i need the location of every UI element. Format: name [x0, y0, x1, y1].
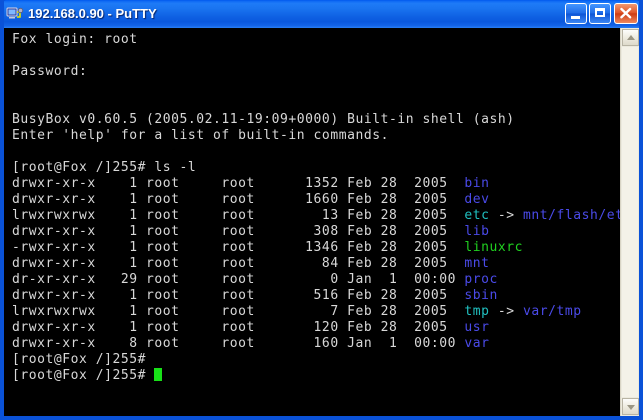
listing-meta: drwxr-xr-x 1 root root 1352 Feb 28 2005	[12, 176, 465, 191]
symlink-arrow: ->	[489, 304, 523, 319]
shell-command: ls -l	[154, 160, 197, 175]
title-bar[interactable]: 192.168.0.90 - PuTTY	[4, 0, 639, 28]
close-icon	[620, 7, 632, 19]
listing-meta: drwxr-xr-x 8 root root 160 Jan 1 00:00	[12, 336, 465, 351]
terminal-line: BusyBox v0.60.5 (2005.02.11-19:09+0000) …	[12, 112, 515, 127]
terminal-line	[12, 96, 620, 112]
symlink-target: mnt/flash/etc	[523, 208, 620, 223]
scrollbar-track[interactable]	[622, 47, 638, 397]
listing-name: etc	[464, 208, 490, 223]
terminal-line: Password:	[12, 64, 88, 79]
maximize-button[interactable]	[589, 3, 611, 24]
terminal-line: [root@Fox /]255#	[12, 368, 620, 384]
listing-name: mnt	[464, 256, 490, 271]
scroll-up-button[interactable]	[622, 29, 639, 46]
chevron-up-icon	[626, 34, 635, 40]
terminal-line: dr-xr-xr-x 29 root root 0 Jan 1 00:00 pr…	[12, 272, 620, 288]
listing-name: proc	[464, 272, 498, 287]
scroll-down-button[interactable]	[622, 398, 639, 415]
terminal-line: drwxr-xr-x 1 root root 516 Feb 28 2005 s…	[12, 288, 620, 304]
listing-meta: drwxr-xr-x 1 root root 516 Feb 28 2005	[12, 288, 465, 303]
terminal-cursor	[154, 368, 163, 381]
putty-icon	[6, 5, 24, 23]
listing-meta: drwxr-xr-x 1 root root 1660 Feb 28 2005	[12, 192, 465, 207]
listing-meta: dr-xr-xr-x 29 root root 0 Jan 1 00:00	[12, 272, 465, 287]
terminal-line: Fox login: root	[12, 32, 138, 47]
listing-name: dev	[464, 192, 490, 207]
terminal-line: lrwxrwxrwx 1 root root 7 Feb 28 2005 tmp…	[12, 304, 620, 320]
terminal-line	[12, 80, 620, 96]
terminal-line: drwxr-xr-x 1 root root 308 Feb 28 2005 l…	[12, 224, 620, 240]
listing-name: usr	[464, 320, 490, 335]
listing-meta: lrwxrwxrwx 1 root root 7 Feb 28 2005	[12, 304, 465, 319]
terminal-line: drwxr-xr-x 1 root root 1352 Feb 28 2005 …	[12, 176, 620, 192]
minimize-button[interactable]	[565, 3, 587, 24]
listing-meta: drwxr-xr-x 1 root root 120 Feb 28 2005	[12, 320, 465, 335]
terminal-output: Fox login: root Password: BusyBox v0.60.5 …	[12, 32, 620, 384]
terminal-line: [root@Fox /]255#	[12, 352, 620, 368]
terminal-line: lrwxrwxrwx 1 root root 13 Feb 28 2005 et…	[12, 208, 620, 224]
terminal-screen[interactable]: Fox login: root Password: BusyBox v0.60.5 …	[4, 28, 620, 416]
terminal-line: drwxr-xr-x 8 root root 160 Jan 1 00:00 v…	[12, 336, 620, 352]
terminal-line: Enter 'help' for a list of built-in comm…	[12, 128, 389, 143]
terminal-scrollbar[interactable]	[620, 28, 639, 416]
terminal-line: drwxr-xr-x 1 root root 120 Feb 28 2005 u…	[12, 320, 620, 336]
listing-meta: drwxr-xr-x 1 root root 84 Feb 28 2005	[12, 256, 465, 271]
symlink-arrow: ->	[489, 208, 523, 223]
terminal-line	[12, 48, 620, 64]
symlink-target: var/tmp	[523, 304, 582, 319]
terminal-line: -rwxr-xr-x 1 root root 1346 Feb 28 2005 …	[12, 240, 620, 256]
shell-prompt: [root@Fox /]255#	[12, 352, 155, 367]
shell-prompt: [root@Fox /]255#	[12, 160, 155, 175]
terminal-line: drwxr-xr-x 1 root root 84 Feb 28 2005 mn…	[12, 256, 620, 272]
terminal-line	[12, 144, 620, 160]
listing-name: bin	[464, 176, 490, 191]
window-title: 192.168.0.90 - PuTTY	[28, 6, 157, 21]
listing-name: sbin	[464, 288, 498, 303]
terminal-line: [root@Fox /]255# ls -l	[12, 160, 620, 176]
listing-meta: -rwxr-xr-x 1 root root 1346 Feb 28 2005	[12, 240, 465, 255]
listing-meta: drwxr-xr-x 1 root root 308 Feb 28 2005	[12, 224, 465, 239]
listing-name: lib	[464, 224, 490, 239]
listing-name: linuxrc	[464, 240, 523, 255]
listing-name: tmp	[464, 304, 490, 319]
listing-name: var	[464, 336, 490, 351]
chevron-down-icon	[626, 404, 635, 410]
terminal-line: drwxr-xr-x 1 root root 1660 Feb 28 2005 …	[12, 192, 620, 208]
listing-meta: lrwxrwxrwx 1 root root 13 Feb 28 2005	[12, 208, 465, 223]
shell-prompt: [root@Fox /]255#	[12, 368, 155, 383]
close-button[interactable]	[614, 3, 638, 24]
